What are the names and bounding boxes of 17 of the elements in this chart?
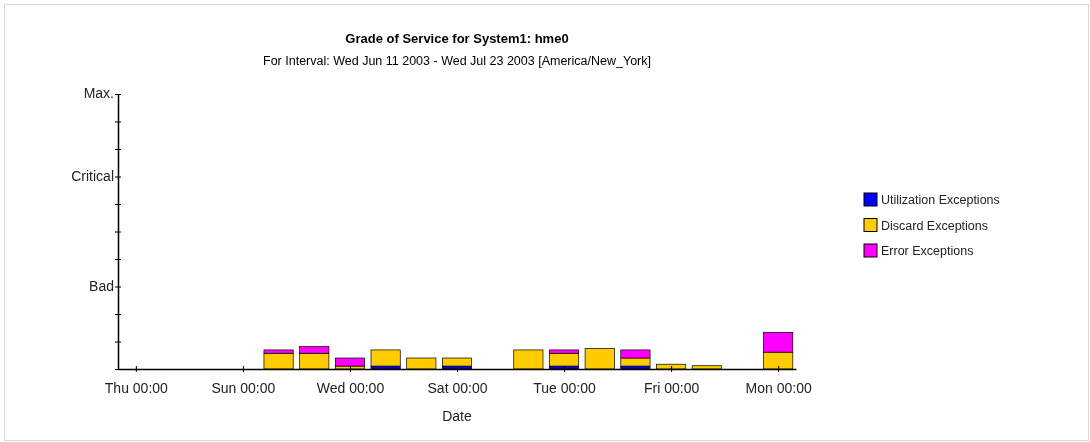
text: Max. xyxy=(83,85,114,102)
legend-label: Utilization Exceptions xyxy=(881,193,1000,207)
text: Critical xyxy=(71,167,114,184)
x-tick-label: Wed 00:00 xyxy=(316,380,385,397)
x-tick-label: Sun 00:00 xyxy=(211,380,276,397)
x-tick-label: Tue 00:00 xyxy=(533,380,597,397)
x-tick-label: Mon 00:00 xyxy=(745,380,812,397)
chart-subtitle: For Interval: Wed Jun 11 2003 - Wed Jul 23 2003 [America/New_York] xyxy=(263,54,651,68)
legend-label: Error Exceptions xyxy=(881,244,974,258)
x-tick-label: Sat 00:00 xyxy=(427,380,488,397)
x-axis-title: Date xyxy=(442,408,472,424)
x-tick-label: Thu 00:00 xyxy=(104,380,169,397)
bar xyxy=(370,349,401,367)
legend-label: Discard Exceptions xyxy=(881,218,988,233)
x-tick-label: Fri 00:00 xyxy=(643,380,700,397)
chart-title: Grade of Service for System1: hme0 xyxy=(345,31,569,46)
text: Bad xyxy=(89,277,114,294)
